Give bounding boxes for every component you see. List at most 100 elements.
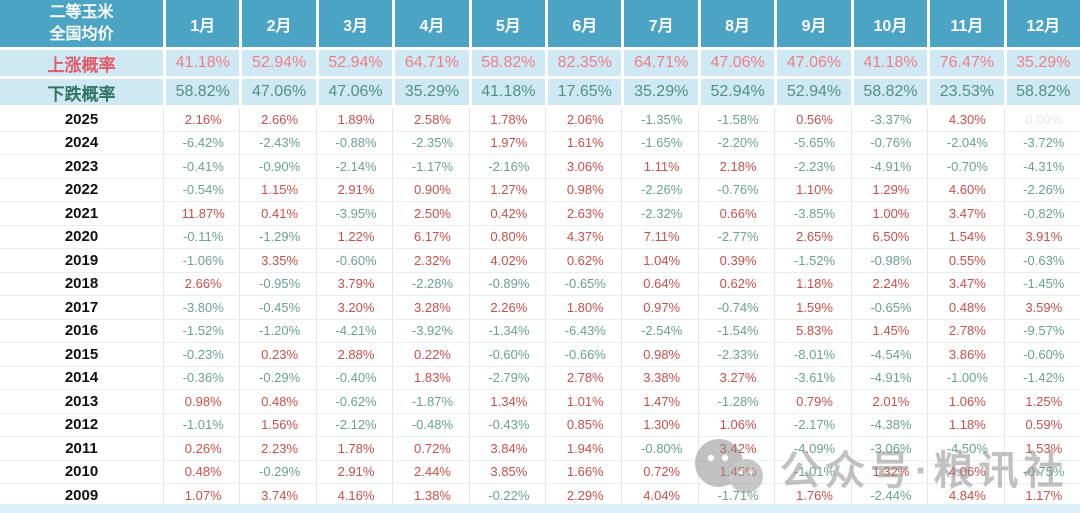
value-cell: -1.01% bbox=[774, 460, 851, 483]
value-cell: -4.21% bbox=[315, 319, 393, 342]
value-cell: 1.30% bbox=[621, 413, 698, 436]
value-cell: -0.80% bbox=[621, 437, 698, 460]
year-row: 2025 2.16% 2.66% 1.89% 2.58% 1.78% 2.06% -1.35%… bbox=[0, 108, 1080, 132]
value-cell: 0.26% bbox=[163, 437, 240, 460]
value-cell: -2.79% bbox=[468, 366, 546, 389]
year-row: 2012 -1.01% 1.56% -2.12% -0.48% -0.43% 0.85% 1.… bbox=[0, 413, 1080, 437]
value-cell: -4.91% bbox=[850, 366, 928, 389]
value-cell: 2.65% bbox=[774, 225, 851, 248]
value-cell: 0.72% bbox=[621, 460, 698, 483]
value-cell: 3.28% bbox=[392, 296, 469, 319]
value-cell: -4.31% bbox=[1003, 155, 1080, 178]
value-cell: -0.40% bbox=[315, 366, 393, 389]
value-cell: 0.98% bbox=[163, 390, 240, 413]
value-cell: -1.34% bbox=[468, 319, 546, 342]
value-cell: 3.79% bbox=[315, 272, 393, 295]
value-cell: -0.41% bbox=[163, 155, 240, 178]
value-cell: 2.58% bbox=[392, 108, 469, 131]
value-cell: 1.76% bbox=[774, 484, 851, 507]
value-cell: -1.28% bbox=[697, 390, 775, 413]
value-cell: 0.23% bbox=[239, 343, 316, 366]
value-cell: 1.18% bbox=[774, 272, 851, 295]
month-header-cell: 2月 bbox=[242, 0, 316, 47]
month-header-cell: 3月 bbox=[318, 0, 393, 47]
value-cell: -0.63% bbox=[1003, 249, 1080, 272]
value-cell: 3.47% bbox=[927, 272, 1004, 295]
year-row: 2009 1.07% 3.74% 4.16% 1.38% -0.22% 2.29% 4.04%… bbox=[0, 484, 1080, 508]
value-cell: 2.24% bbox=[850, 272, 928, 295]
year-row: 2010 0.48% -0.29% 2.91% 2.44% 3.85% 1.66% 0.72%… bbox=[0, 460, 1080, 484]
value-cell: -0.62% bbox=[315, 390, 393, 413]
value-cell: -8.01% bbox=[774, 343, 851, 366]
value-cell: 0.79% bbox=[774, 390, 851, 413]
value-cell: 4.16% bbox=[315, 484, 393, 507]
value-cell: 4.37% bbox=[545, 225, 622, 248]
value-cell: 1.66% bbox=[545, 460, 622, 483]
value-cell: 1.56% bbox=[239, 413, 316, 436]
value-cell: -0.48% bbox=[392, 413, 469, 436]
value-cell: 0.55% bbox=[927, 249, 1004, 272]
rise-value-cell: 82.35% bbox=[548, 50, 622, 76]
year-row: 2017 -3.80% -0.45% 3.20% 3.28% 2.26% 1.80% 0.97… bbox=[0, 296, 1080, 320]
value-cell: -5.65% bbox=[774, 131, 851, 154]
value-cell: -2.33% bbox=[697, 343, 775, 366]
value-cell: -6.43% bbox=[545, 319, 622, 342]
rise-probability-label: 上涨概率 bbox=[0, 50, 163, 76]
value-cell: -0.76% bbox=[697, 178, 775, 201]
value-cell: 3.20% bbox=[315, 296, 393, 319]
value-cell: -2.54% bbox=[621, 319, 698, 342]
value-cell: -0.70% bbox=[927, 155, 1004, 178]
value-cell: -1.00% bbox=[927, 366, 1004, 389]
value-cell: -1.35% bbox=[621, 108, 698, 131]
value-cell: 2.88% bbox=[315, 343, 393, 366]
value-cell: -3.85% bbox=[774, 202, 851, 225]
value-cell: 0.90% bbox=[392, 178, 469, 201]
value-cell: -0.60% bbox=[315, 249, 393, 272]
value-cell: -1.01% bbox=[163, 413, 240, 436]
value-cell: -1.52% bbox=[774, 249, 851, 272]
year-label: 2024 bbox=[0, 131, 163, 154]
value-cell: 4.04% bbox=[621, 484, 698, 507]
corner-title-line1: 二等玉米 bbox=[49, 3, 114, 21]
month-header-cell: 6月 bbox=[548, 0, 622, 47]
value-cell: 0.62% bbox=[545, 249, 622, 272]
value-cell: 4.02% bbox=[468, 249, 546, 272]
year-row: 2015 -0.23% 0.23% 2.88% 0.22% -0.60% -0.66% 0.9… bbox=[0, 343, 1080, 367]
value-cell: -2.43% bbox=[239, 131, 316, 154]
value-cell: 6.50% bbox=[850, 225, 928, 248]
value-cell: 1.61% bbox=[545, 131, 622, 154]
value-cell: -0.45% bbox=[239, 296, 316, 319]
year-label: 2014 bbox=[0, 366, 163, 389]
year-label: 2025 bbox=[0, 108, 163, 131]
value-cell: 1.97% bbox=[468, 131, 546, 154]
value-cell: 1.59% bbox=[774, 296, 851, 319]
value-cell: 0.64% bbox=[621, 272, 698, 295]
value-cell: -3.92% bbox=[392, 319, 469, 342]
value-cell: -2.23% bbox=[774, 155, 851, 178]
month-header-cell: 5月 bbox=[471, 0, 546, 47]
value-cell: -2.20% bbox=[697, 131, 775, 154]
month-header-cell: 7月 bbox=[624, 0, 698, 47]
month-header-cell: 8月 bbox=[700, 0, 775, 47]
value-cell: -0.36% bbox=[163, 366, 240, 389]
year-row: 2013 0.98% 0.48% -0.62% -1.87% 1.34% 1.01% 1.47… bbox=[0, 390, 1080, 414]
value-cell: 0.80% bbox=[468, 225, 546, 248]
year-label: 2021 bbox=[0, 202, 163, 225]
value-cell: 1.32% bbox=[850, 460, 928, 483]
rise-value-cell: 52.94% bbox=[318, 50, 393, 76]
rise-value-cell: 41.18% bbox=[166, 50, 240, 76]
value-cell: 5.83% bbox=[774, 319, 851, 342]
value-cell: 0.98% bbox=[545, 178, 622, 201]
year-label: 2022 bbox=[0, 178, 163, 201]
value-cell: -0.65% bbox=[545, 272, 622, 295]
value-cell: -3.95% bbox=[315, 202, 393, 225]
value-cell: 2.26% bbox=[468, 296, 546, 319]
value-cell: 0.97% bbox=[621, 296, 698, 319]
rise-value-cell: 76.47% bbox=[930, 50, 1004, 76]
value-cell: -3.80% bbox=[163, 296, 240, 319]
value-cell: -2.32% bbox=[621, 202, 698, 225]
year-row: 2020 -0.11% -1.29% 1.22% 6.17% 0.80% 4.37% 7.11… bbox=[0, 225, 1080, 249]
value-cell: 2.01% bbox=[850, 390, 928, 413]
rise-value-cell: 41.18% bbox=[853, 50, 928, 76]
value-cell: 7.11% bbox=[621, 225, 698, 248]
